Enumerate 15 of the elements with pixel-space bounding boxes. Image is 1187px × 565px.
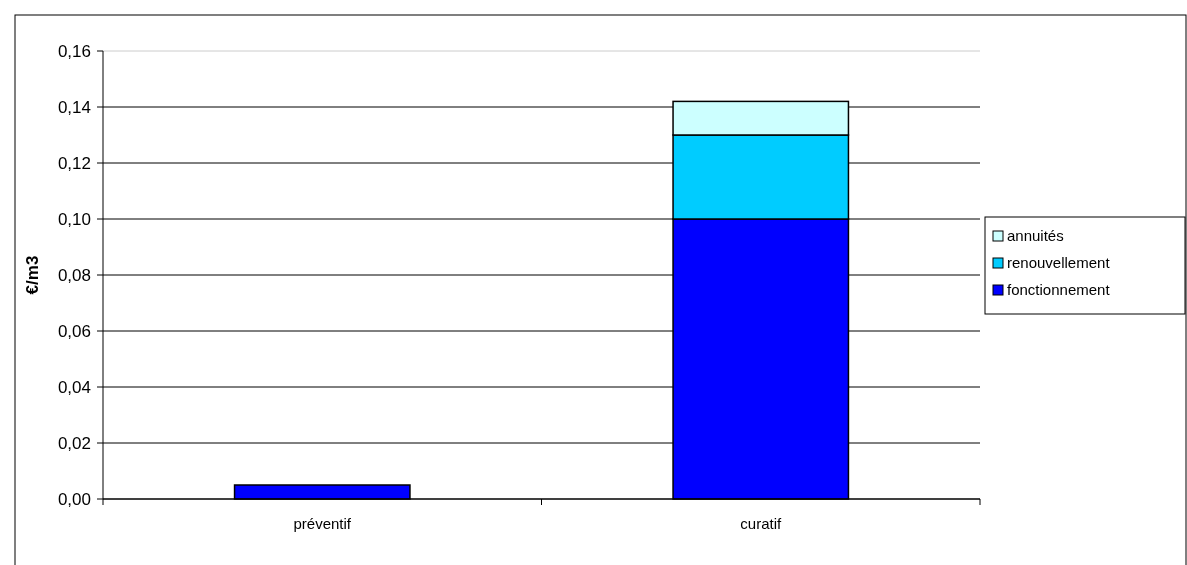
y-tick-label: 0,14 (57, 97, 91, 117)
x-tick-label: préventif (293, 515, 352, 532)
y-tick-label: 0,16 (57, 41, 91, 61)
y-tick-label: 0,12 (57, 153, 91, 173)
y-tick-label: 0,08 (57, 265, 91, 285)
x-tick-label: curatif (740, 515, 782, 532)
legend-label: annuités (1007, 227, 1064, 245)
y-tick-label: 0,02 (57, 433, 91, 453)
y-tick-label: 0,10 (57, 209, 91, 229)
y-axis-title: €/m3 (23, 255, 42, 295)
legend-label: renouvellement (1007, 254, 1111, 272)
y-tick-label: 0,06 (57, 321, 91, 341)
y-tick-label: 0,00 (57, 489, 91, 509)
legend-label: fonctionnement (1007, 281, 1111, 299)
y-tick-label: 0,04 (57, 377, 91, 397)
